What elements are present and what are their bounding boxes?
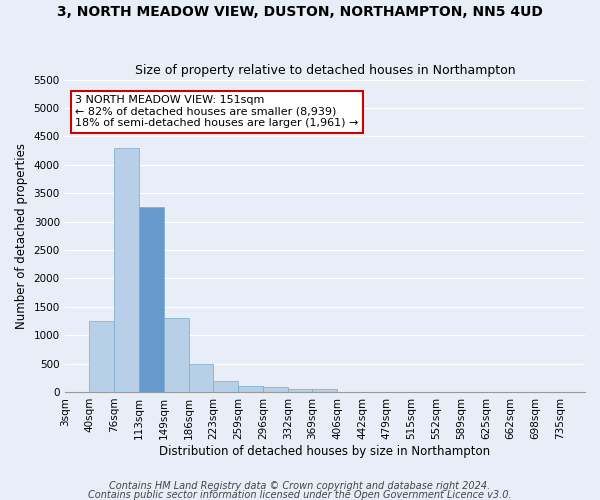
Bar	[287, 388, 313, 392]
Text: Contains HM Land Registry data © Crown copyright and database right 2024.: Contains HM Land Registry data © Crown c…	[109, 481, 491, 491]
Bar	[263, 388, 287, 392]
Title: Size of property relative to detached houses in Northampton: Size of property relative to detached ho…	[134, 64, 515, 77]
Bar	[164, 318, 188, 392]
X-axis label: Distribution of detached houses by size in Northampton: Distribution of detached houses by size …	[159, 444, 490, 458]
Y-axis label: Number of detached properties: Number of detached properties	[15, 143, 28, 329]
Bar	[238, 386, 263, 392]
Bar	[214, 380, 238, 392]
Bar	[89, 321, 114, 392]
Text: 3, NORTH MEADOW VIEW, DUSTON, NORTHAMPTON, NN5 4UD: 3, NORTH MEADOW VIEW, DUSTON, NORTHAMPTO…	[57, 5, 543, 19]
Text: Contains public sector information licensed under the Open Government Licence v3: Contains public sector information licen…	[88, 490, 512, 500]
Bar	[139, 208, 164, 392]
Bar	[114, 148, 139, 392]
Bar	[313, 389, 337, 392]
Text: 3 NORTH MEADOW VIEW: 151sqm
← 82% of detached houses are smaller (8,939)
18% of : 3 NORTH MEADOW VIEW: 151sqm ← 82% of det…	[75, 95, 358, 128]
Bar	[188, 364, 214, 392]
